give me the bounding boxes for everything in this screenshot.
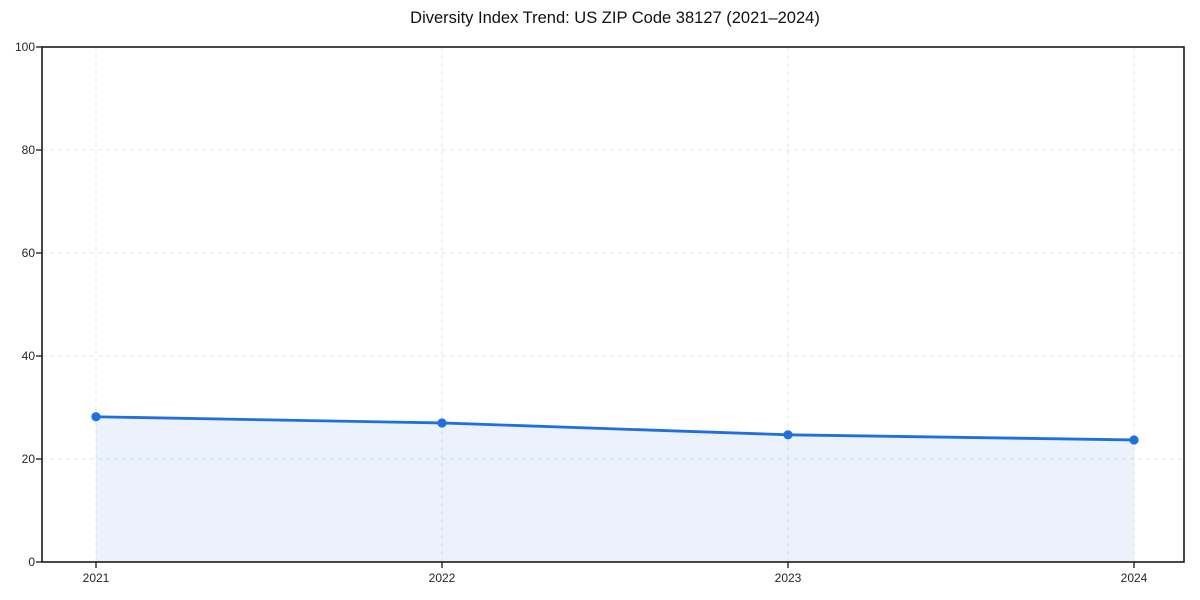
x-tick-label: 2023 xyxy=(775,571,802,585)
x-tick-label: 2024 xyxy=(1121,571,1148,585)
x-tick-label: 2021 xyxy=(83,571,110,585)
y-tick-label: 20 xyxy=(22,452,36,466)
gridlines xyxy=(42,47,1184,562)
x-axis-tick-labels: 2021 2022 2023 2024 xyxy=(83,571,1148,585)
y-tick-label: 60 xyxy=(22,246,36,260)
plot-border xyxy=(41,46,1185,563)
data-point-2021 xyxy=(91,412,101,422)
y-tick-label: 100 xyxy=(15,40,35,54)
y-tick-label: 80 xyxy=(22,143,36,157)
data-point-2024 xyxy=(1129,435,1139,445)
chart-title: Diversity Index Trend: US ZIP Code 38127… xyxy=(410,9,820,27)
trend-line xyxy=(94,415,1136,442)
y-axis-tick-labels: 0 20 40 60 80 100 xyxy=(15,40,35,569)
tick-marks xyxy=(36,46,1135,568)
y-tick-label: 40 xyxy=(22,349,36,363)
y-tick-label: 0 xyxy=(28,555,35,569)
data-point-2022 xyxy=(437,418,447,428)
series-diversity-index xyxy=(91,412,1139,562)
x-tick-label: 2022 xyxy=(429,571,456,585)
data-point-2023 xyxy=(783,430,793,440)
area-fill xyxy=(96,416,1134,562)
